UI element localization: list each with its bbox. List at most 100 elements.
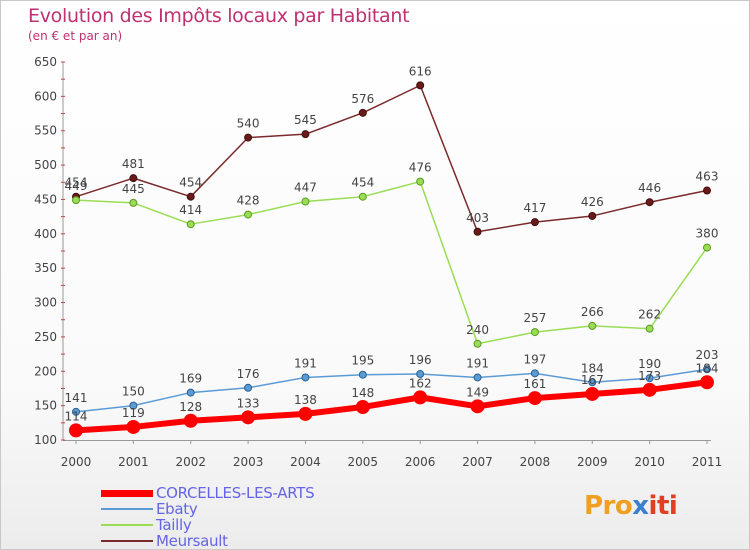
data-label-corcelles-les-arts: 161	[523, 377, 546, 391]
data-point-tailly	[72, 196, 80, 205]
data-label-tailly: 414	[179, 203, 202, 217]
data-point-ebaty	[530, 369, 539, 378]
y-tick-label: 350	[34, 261, 57, 275]
data-label-tailly: 428	[237, 194, 260, 208]
data-label-tailly: 476	[409, 161, 432, 175]
y-tick-label: 100	[34, 433, 57, 447]
x-tick-label: 2006	[405, 455, 436, 469]
data-point-corcelles-les-arts	[298, 406, 313, 421]
data-label-tailly: 262	[638, 308, 661, 322]
data-label-corcelles-les-arts: 173	[638, 369, 661, 383]
data-label-ebaty: 190	[638, 357, 661, 371]
data-label-ebaty: 150	[122, 385, 145, 399]
chart-subtitle: (en € et par an)	[28, 29, 123, 43]
data-point-corcelles-les-arts	[355, 400, 370, 415]
x-tick-label: 2003	[233, 455, 264, 469]
data-point-tailly	[530, 328, 539, 337]
data-point-corcelles-les-arts	[700, 375, 714, 390]
data-label-tailly: 240	[466, 323, 489, 337]
series-line-corcelles-les-arts	[75, 379, 708, 434]
data-point-corcelles-les-arts	[470, 399, 485, 414]
series-line-tailly	[75, 180, 708, 345]
chart-title: Evolution des Impôts locaux par Habitant	[28, 5, 410, 27]
data-label-corcelles-les-arts: 148	[351, 386, 374, 400]
data-point-meursault	[244, 133, 253, 142]
data-label-ebaty: 195	[351, 354, 374, 368]
data-point-ebaty	[703, 365, 711, 374]
data-point-tailly	[473, 339, 482, 348]
data-label-corcelles-les-arts: 119	[122, 406, 145, 420]
y-tick-label: 650	[34, 55, 57, 69]
data-label-meursault: 463	[696, 170, 719, 184]
data-point-corcelles-les-arts	[69, 423, 83, 438]
x-tick-label: 2002	[175, 455, 206, 469]
data-label-tailly: 447	[294, 181, 317, 195]
data-label-tailly: 257	[523, 311, 546, 325]
data-point-tailly	[358, 192, 367, 201]
logo-part-pro: Pro	[584, 491, 633, 521]
data-label-meursault: 403	[466, 211, 489, 225]
data-point-ebaty	[129, 401, 138, 410]
data-point-meursault	[588, 211, 597, 220]
data-label-meursault: 454	[65, 176, 88, 190]
data-point-corcelles-les-arts	[527, 391, 542, 406]
data-point-corcelles-les-arts	[183, 413, 198, 428]
data-point-ebaty	[358, 370, 367, 379]
data-point-meursault	[530, 218, 539, 227]
y-tick-label: 300	[34, 296, 57, 310]
data-point-tailly	[301, 197, 310, 206]
series-line-meursault	[75, 84, 708, 233]
legend-label: Meursault	[156, 532, 228, 550]
x-tick-label: 2004	[290, 455, 321, 469]
data-label-corcelles-les-arts: 184	[696, 361, 719, 375]
data-label-meursault: 545	[294, 113, 317, 127]
data-label-ebaty: 191	[294, 356, 317, 370]
data-point-corcelles-les-arts	[642, 382, 657, 397]
proxiti-logo: Proxiti	[584, 491, 678, 521]
data-point-tailly	[645, 324, 654, 333]
data-label-tailly: 454	[351, 176, 374, 190]
legend-swatch	[101, 540, 153, 542]
data-label-ebaty: 197	[523, 352, 546, 366]
legend-label: Ebaty	[156, 500, 198, 518]
x-tick-label: 2011	[692, 455, 723, 469]
data-label-meursault: 417	[523, 201, 546, 215]
x-tick-label: 2000	[61, 455, 92, 469]
logo-part-x: x	[632, 491, 649, 521]
data-label-corcelles-les-arts: 114	[65, 409, 88, 423]
data-point-corcelles-les-arts	[126, 419, 141, 434]
data-label-corcelles-les-arts: 149	[466, 385, 489, 399]
data-point-ebaty	[588, 378, 597, 387]
legend-label: CORCELLES-LES-ARTS	[156, 484, 315, 502]
legend-swatch	[101, 489, 153, 497]
y-tick-label: 400	[34, 227, 57, 241]
data-label-corcelles-les-arts: 138	[294, 393, 317, 407]
data-label-tailly: 266	[581, 305, 604, 319]
y-tick-label: 200	[34, 364, 57, 378]
x-tick-label: 2007	[462, 455, 493, 469]
data-label-meursault: 576	[351, 92, 374, 106]
data-label-tailly: 445	[122, 182, 145, 196]
data-label-corcelles-les-arts: 167	[581, 373, 604, 387]
data-label-tailly: 449	[65, 179, 88, 193]
data-point-ebaty	[416, 370, 425, 379]
data-point-ebaty	[301, 373, 310, 382]
data-label-ebaty: 196	[409, 353, 432, 367]
data-point-tailly	[588, 321, 597, 330]
data-point-ebaty	[244, 383, 253, 392]
data-point-tailly	[244, 210, 253, 219]
y-tick-label: 550	[34, 124, 57, 138]
data-label-ebaty: 203	[696, 348, 719, 362]
data-label-meursault: 481	[122, 157, 145, 171]
data-point-meursault	[129, 174, 138, 183]
data-point-ebaty	[72, 407, 80, 416]
data-point-ebaty	[473, 373, 482, 382]
data-label-ebaty: 176	[237, 367, 260, 381]
x-tick-label: 2009	[577, 455, 608, 469]
y-tick-label: 250	[34, 330, 57, 344]
x-tick-label: 2001	[118, 455, 149, 469]
data-point-tailly	[186, 220, 195, 229]
data-point-corcelles-les-arts	[241, 410, 256, 425]
data-label-corcelles-les-arts: 128	[179, 400, 202, 414]
